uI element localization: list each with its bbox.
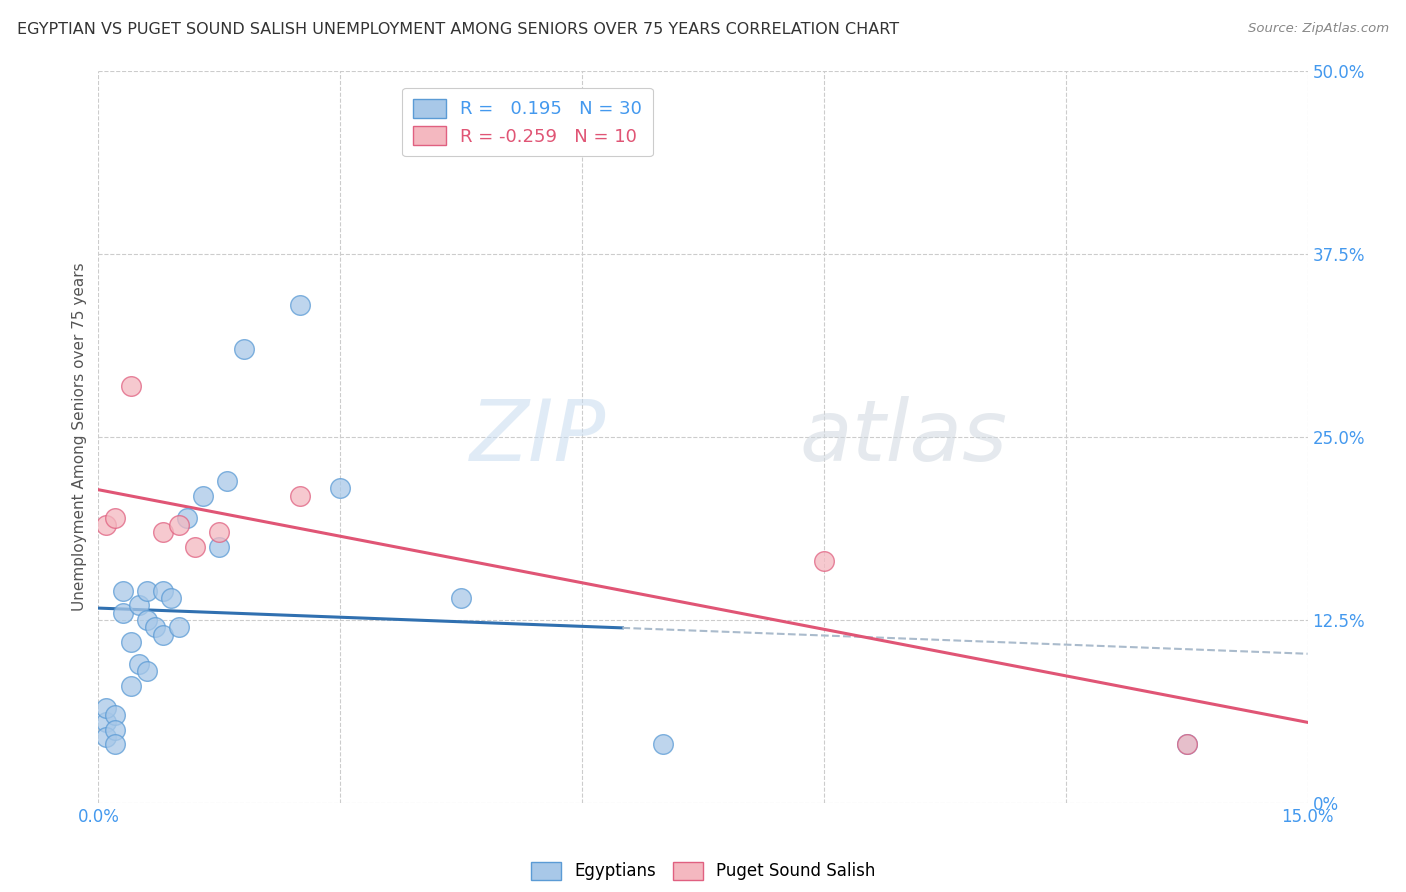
Point (160, 591, 183, 605)
Point (103, 708, 125, 723)
Point (135, 613, 157, 627)
Point (143, 620, 166, 634)
Point (135, 583, 157, 598)
Point (103, 510, 125, 524)
Point (96, 517, 118, 532)
Point (288, 489, 311, 503)
Point (184, 540, 207, 554)
Point (208, 525, 231, 540)
Point (232, 343, 254, 357)
Point (813, 554, 835, 568)
Point (128, 657, 150, 671)
Point (120, 679, 142, 693)
Point (96, 700, 118, 714)
Point (176, 510, 198, 524)
Point (193, 489, 215, 503)
Point (329, 481, 352, 495)
Point (103, 737, 125, 751)
Point (120, 635, 142, 649)
Point (288, 298, 311, 312)
Point (111, 606, 134, 620)
Y-axis label: Unemployment Among Seniors over 75 years: Unemployment Among Seniors over 75 years (72, 263, 87, 611)
Point (96, 730, 118, 744)
Point (208, 540, 231, 554)
Point (111, 583, 134, 598)
Point (152, 627, 174, 641)
Point (1175, 737, 1198, 751)
Text: atlas: atlas (800, 395, 1008, 479)
Legend: Egyptians, Puget Sound Salish: Egyptians, Puget Sound Salish (524, 855, 882, 887)
Point (103, 723, 125, 737)
Point (152, 525, 174, 540)
Point (167, 620, 190, 634)
Point (96, 715, 118, 730)
Point (167, 517, 190, 532)
Point (152, 583, 174, 598)
Text: EGYPTIAN VS PUGET SOUND SALISH UNEMPLOYMENT AMONG SENIORS OVER 75 YEARS CORRELAT: EGYPTIAN VS PUGET SOUND SALISH UNEMPLOYM… (17, 22, 898, 37)
Point (651, 737, 673, 751)
Point (217, 474, 239, 488)
Point (1175, 737, 1198, 751)
Point (128, 599, 150, 613)
Text: ZIP: ZIP (470, 395, 606, 479)
Text: Source: ZipAtlas.com: Source: ZipAtlas.com (1249, 22, 1389, 36)
Point (450, 591, 472, 605)
Point (135, 664, 157, 678)
Point (120, 379, 142, 393)
